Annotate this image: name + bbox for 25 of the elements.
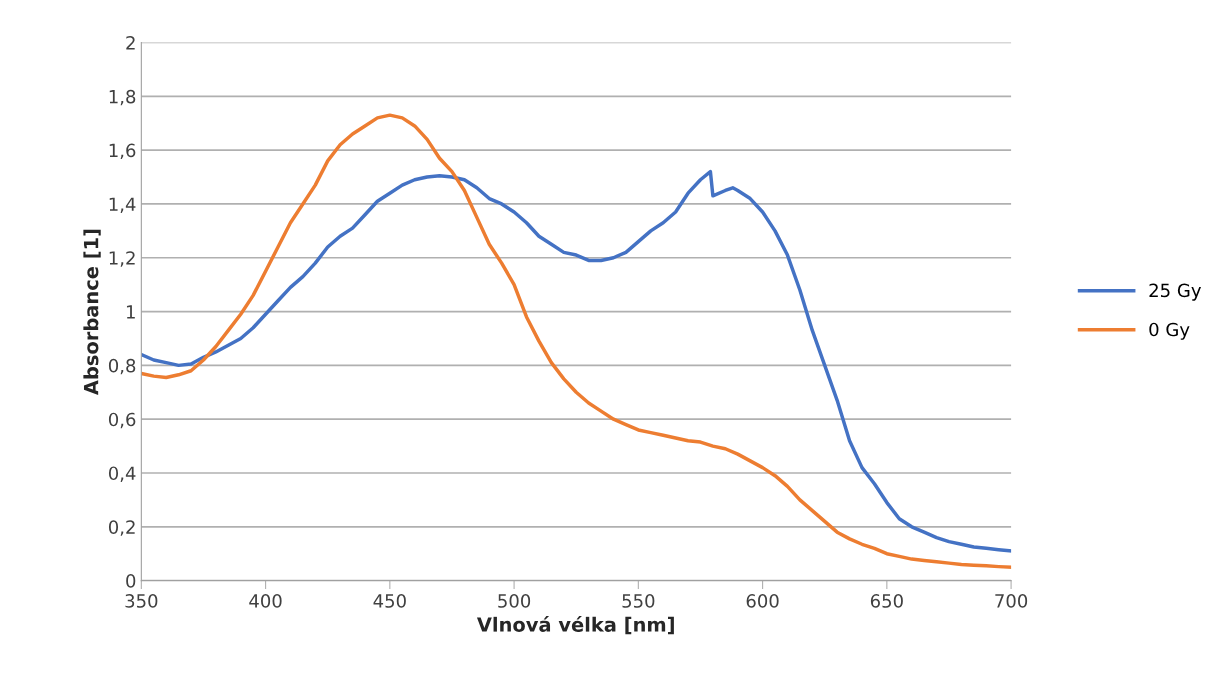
y-tick-label: 0,6 xyxy=(108,412,136,429)
x-tick-label: 400 xyxy=(249,594,282,608)
y-tick-label: 0 xyxy=(126,574,136,588)
line-series xyxy=(141,169,1012,553)
x-tick-label: 600 xyxy=(746,594,779,608)
x-tick-label: 350 xyxy=(125,594,158,608)
legend-label: 25 Gy xyxy=(1149,283,1201,301)
x-tick-label: 500 xyxy=(498,594,531,608)
x-axis-title: Vlnová vélka [nm] xyxy=(476,616,674,635)
y-tick-label: 1,4 xyxy=(109,197,136,213)
y-tick-label: 0,2 xyxy=(108,520,135,536)
x-tick-label: 700 xyxy=(995,594,1028,608)
y-tick-label: 1,2 xyxy=(109,251,135,267)
y-tick-label: 2 xyxy=(126,35,135,50)
line-series xyxy=(141,113,1012,569)
y-tick-label: 1,8 xyxy=(109,89,136,106)
x-tick-label: 450 xyxy=(373,594,406,608)
legend-label: 0 Gy xyxy=(1149,322,1190,340)
y-tick-label: 1 xyxy=(126,305,135,319)
y-tick-label: 1,6 xyxy=(109,143,136,160)
y-axis-title: Absorbance [1] xyxy=(83,229,101,396)
y-tick-label: 0,8 xyxy=(108,358,136,375)
x-tick-label: 550 xyxy=(622,594,655,608)
y-tick-label: 0,4 xyxy=(108,466,136,482)
x-tick-label: 650 xyxy=(870,594,903,608)
